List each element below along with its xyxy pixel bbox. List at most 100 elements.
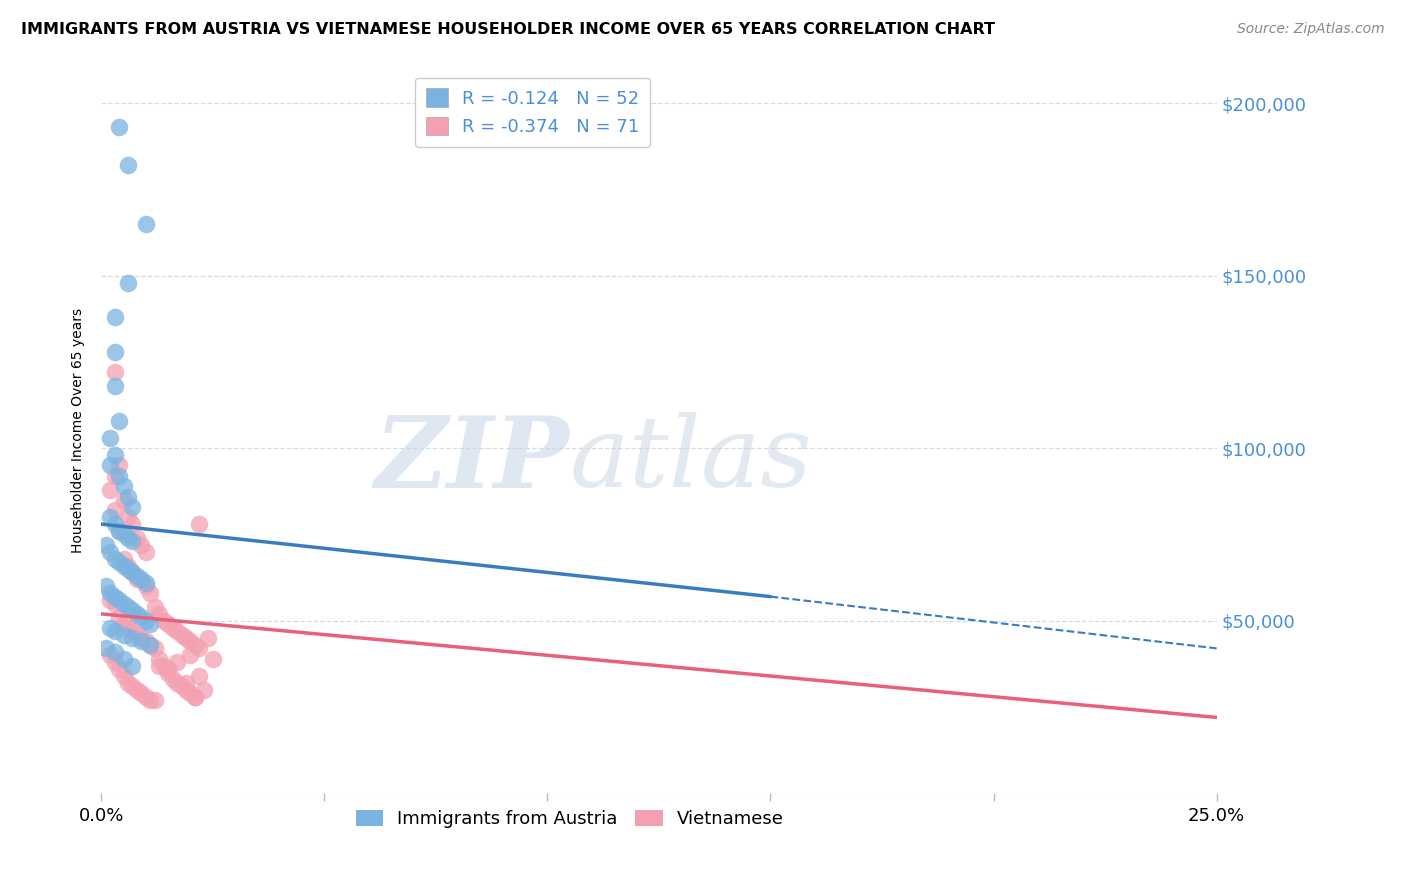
Point: [117, 158, 139, 172]
Point: [98, 648, 121, 663]
Point: [98, 431, 121, 445]
Point: [121, 603, 143, 617]
Point: [117, 676, 139, 690]
Point: [125, 607, 148, 621]
Point: [108, 593, 131, 607]
Point: [104, 448, 127, 462]
Point: [98, 510, 121, 524]
Point: [148, 658, 170, 673]
Point: [166, 655, 188, 669]
Point: [121, 517, 143, 532]
Point: [135, 579, 157, 593]
Point: [143, 599, 166, 614]
Point: [179, 648, 201, 663]
Point: [104, 590, 127, 604]
Point: [112, 627, 135, 641]
Point: [125, 572, 148, 586]
Point: [184, 638, 207, 652]
Point: [104, 365, 127, 379]
Point: [170, 679, 193, 693]
Point: [121, 658, 143, 673]
Text: Source: ZipAtlas.com: Source: ZipAtlas.com: [1237, 22, 1385, 37]
Point: [201, 651, 224, 665]
Point: [104, 468, 127, 483]
Point: [143, 641, 166, 656]
Point: [94, 641, 117, 656]
Point: [104, 624, 127, 639]
Text: ZIP: ZIP: [374, 412, 569, 508]
Point: [108, 662, 131, 676]
Point: [108, 555, 131, 569]
Point: [184, 690, 207, 704]
Point: [112, 479, 135, 493]
Point: [112, 527, 135, 541]
Point: [94, 579, 117, 593]
Point: [197, 631, 219, 645]
Point: [174, 676, 197, 690]
Point: [139, 638, 162, 652]
Point: [94, 538, 117, 552]
Point: [135, 217, 157, 231]
Point: [98, 593, 121, 607]
Point: [112, 551, 135, 566]
Point: [98, 458, 121, 473]
Point: [121, 534, 143, 549]
Point: [98, 483, 121, 497]
Point: [98, 586, 121, 600]
Point: [121, 566, 143, 580]
Point: [117, 531, 139, 545]
Point: [162, 673, 184, 687]
Point: [117, 276, 139, 290]
Point: [104, 503, 127, 517]
Point: [139, 586, 162, 600]
Point: [135, 545, 157, 559]
Point: [117, 621, 139, 635]
Point: [131, 538, 153, 552]
Point: [179, 634, 201, 648]
Point: [184, 690, 207, 704]
Point: [112, 669, 135, 683]
Point: [104, 344, 127, 359]
Point: [108, 414, 131, 428]
Point: [125, 682, 148, 697]
Point: [139, 693, 162, 707]
Point: [104, 597, 127, 611]
Point: [121, 631, 143, 645]
Point: [98, 621, 121, 635]
Point: [117, 562, 139, 576]
Point: [135, 634, 157, 648]
Point: [148, 607, 170, 621]
Point: [98, 545, 121, 559]
Point: [148, 651, 170, 665]
Point: [193, 682, 215, 697]
Point: [157, 617, 180, 632]
Point: [112, 492, 135, 507]
Point: [166, 624, 188, 639]
Point: [139, 638, 162, 652]
Point: [108, 468, 131, 483]
Point: [125, 569, 148, 583]
Point: [135, 575, 157, 590]
Legend: Immigrants from Austria, Vietnamese: Immigrants from Austria, Vietnamese: [349, 802, 792, 835]
Point: [104, 645, 127, 659]
Point: [188, 669, 211, 683]
Point: [179, 686, 201, 700]
Point: [104, 551, 127, 566]
Point: [131, 610, 153, 624]
Point: [152, 614, 174, 628]
Point: [117, 599, 139, 614]
Point: [174, 682, 197, 697]
Point: [131, 634, 153, 648]
Point: [125, 531, 148, 545]
Point: [112, 651, 135, 665]
Point: [112, 617, 135, 632]
Point: [108, 524, 131, 538]
Point: [121, 624, 143, 639]
Point: [131, 572, 153, 586]
Point: [108, 120, 131, 135]
Point: [121, 500, 143, 514]
Point: [139, 617, 162, 632]
Point: [117, 490, 139, 504]
Point: [104, 310, 127, 324]
Point: [117, 558, 139, 573]
